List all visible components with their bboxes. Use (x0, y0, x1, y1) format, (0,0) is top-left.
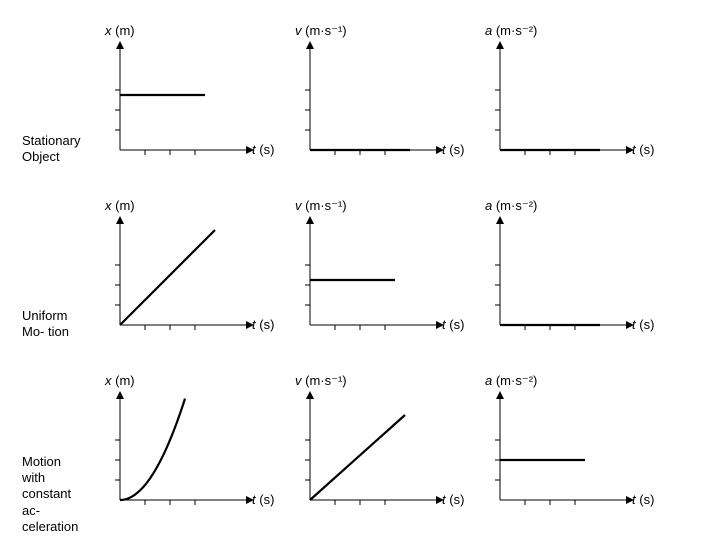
x-axis-label: t (s) (632, 142, 654, 157)
y-axis-label: v (m·s⁻¹) (295, 373, 347, 388)
y-axis-label: v (m·s⁻¹) (295, 198, 347, 213)
kinematics-plot: a (m·s⁻²) t (s) (470, 185, 660, 350)
kinematics-plot: x (m) t (s) (90, 10, 280, 175)
row-label: Stationary Object (0, 10, 90, 185)
row-label: Uniform Mo- tion (0, 185, 90, 360)
x-axis-label: t (s) (252, 492, 274, 507)
kinematics-plot: v (m·s⁻¹) t (s) (280, 185, 470, 350)
plot-cell: v (m·s⁻¹) t (s) (280, 360, 470, 555)
plot-cell: x (m) t (s) (90, 185, 280, 360)
y-axis-label: a (m·s⁻²) (485, 198, 537, 213)
plot-cell: a (m·s⁻²) t (s) (470, 10, 660, 185)
y-axis-label: x (m) (104, 23, 135, 38)
x-axis-label: t (s) (442, 492, 464, 507)
plot-cell: x (m) t (s) (90, 10, 280, 185)
kinematics-plot: x (m) t (s) (90, 360, 280, 525)
kinematics-plot: x (m) t (s) (90, 185, 280, 350)
data-line (120, 230, 215, 325)
plot-cell: v (m·s⁻¹) t (s) (280, 10, 470, 185)
y-axis-label: v (m·s⁻¹) (295, 23, 347, 38)
plot-cell: v (m·s⁻¹) t (s) (280, 185, 470, 360)
plot-cell: a (m·s⁻²) t (s) (470, 360, 660, 555)
data-line (310, 415, 405, 500)
kinematics-plot: a (m·s⁻²) t (s) (470, 10, 660, 175)
x-axis-label: t (s) (442, 142, 464, 157)
kinematics-plot: v (m·s⁻¹) t (s) (280, 360, 470, 525)
y-axis-label: a (m·s⁻²) (485, 373, 537, 388)
x-axis-label: t (s) (252, 317, 274, 332)
row-label: Motion with constant ac- celeration (0, 360, 90, 555)
kinematics-plot: a (m·s⁻²) t (s) (470, 360, 660, 525)
data-curve (120, 399, 185, 500)
plot-cell: x (m) t (s) (90, 360, 280, 555)
y-axis-label: a (m·s⁻²) (485, 23, 537, 38)
plot-cell: a (m·s⁻²) t (s) (470, 185, 660, 360)
y-axis-label: x (m) (104, 198, 135, 213)
x-axis-label: t (s) (632, 492, 654, 507)
x-axis-label: t (s) (632, 317, 654, 332)
x-axis-label: t (s) (442, 317, 464, 332)
x-axis-label: t (s) (252, 142, 274, 157)
kinematics-plot: v (m·s⁻¹) t (s) (280, 10, 470, 175)
y-axis-label: x (m) (104, 373, 135, 388)
